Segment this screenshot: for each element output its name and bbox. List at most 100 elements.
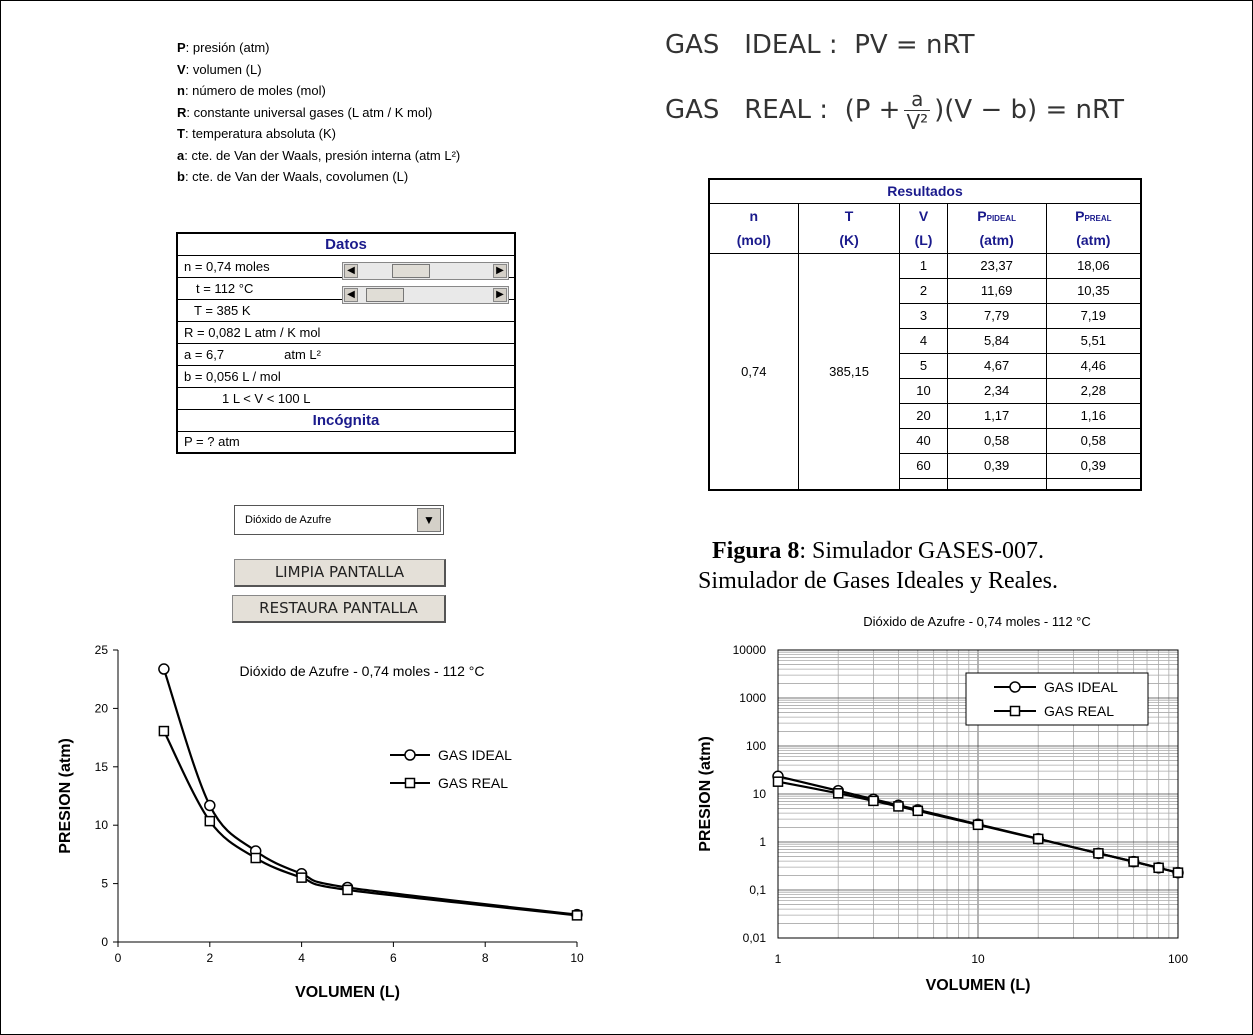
x-tick-label: 2 — [206, 951, 213, 965]
col-unit: (K) — [797, 228, 901, 254]
x-axis-label: VOLUMEN (L) — [295, 984, 400, 1001]
y-tick-label: 10 — [95, 818, 109, 832]
table-cell: 5,51 — [1045, 327, 1142, 354]
arrow-left-icon[interactable]: ◀ — [344, 264, 358, 278]
y-tick-label: 1000 — [739, 691, 766, 705]
data-point — [868, 795, 879, 807]
table-cell: 0,39 — [946, 452, 1047, 479]
table-cell: 10 — [899, 377, 948, 404]
data-point — [832, 788, 844, 799]
x-tick-label: 8 — [482, 951, 489, 965]
table-cell: 0,58 — [1045, 427, 1142, 454]
y-tick-label: 10 — [753, 787, 767, 801]
table-cell: 1,17 — [946, 402, 1047, 429]
y-tick-label: 15 — [95, 760, 109, 774]
variable-legend: P: presión (atm) V: volumen (L) n: númer… — [177, 37, 460, 188]
data-point — [1172, 867, 1184, 878]
chart-title: Dióxido de Azufre - 0,74 moles - 112 °C — [863, 614, 1091, 629]
data-point — [1128, 856, 1139, 867]
ideal-gas-formula: GAS IDEAL : PV = nRT — [665, 30, 975, 60]
table-cell: 18,06 — [1045, 252, 1142, 279]
col-header: T — [797, 202, 901, 228]
var-row: n: número de moles (mol) — [177, 83, 326, 98]
results-title: Resultados — [708, 178, 1142, 204]
var-row: T: temperatura absoluta (K) — [177, 126, 336, 141]
col-header: V — [899, 202, 948, 228]
var-row: P: presión (atm) — [177, 40, 270, 55]
arrow-right-icon[interactable]: ▶ — [493, 288, 507, 302]
data-point — [772, 776, 784, 787]
table-cell: 10,35 — [1045, 277, 1142, 304]
series-line — [162, 730, 578, 917]
legend-box — [965, 672, 1149, 726]
y-tick-label: 25 — [95, 643, 109, 657]
slider-thumb[interactable] — [365, 288, 404, 302]
real-gas-formula: GAS REAL : (P + a V²)(V − b) = nRT — [665, 87, 1125, 134]
arrow-left-icon[interactable]: ◀ — [344, 288, 358, 302]
legend-label: GAS REAL — [1044, 703, 1114, 719]
table-cell: 23,37 — [946, 252, 1047, 279]
data-point — [972, 819, 984, 831]
arrow-right-icon[interactable]: ▶ — [493, 264, 507, 278]
data-point — [158, 663, 170, 675]
table-row: 60 0,39 0,39 — [709, 452, 1142, 479]
x-tick-label: 100 — [1168, 952, 1188, 966]
table-cell: 7,79 — [946, 302, 1047, 329]
plot-area — [777, 649, 1179, 939]
table-cell: 0,58 — [946, 427, 1047, 454]
y-tick-label: 0,01 — [743, 931, 767, 945]
x-tick-label: 4 — [298, 951, 305, 965]
y-tick-label: 5 — [101, 877, 108, 891]
x-tick-label: 10 — [971, 952, 985, 966]
figure-caption: Figura 8: Simulador GASES-007. Simulador… — [698, 538, 1058, 594]
y-tick-label: 20 — [95, 701, 109, 715]
table-cell: 4 — [899, 327, 948, 354]
legend-marker — [404, 749, 416, 761]
var-row: b: cte. de Van der Waals, covolumen (L) — [177, 169, 409, 184]
table-cell: 4,46 — [1045, 352, 1142, 379]
b-value: b = 0,056 L / mol — [176, 364, 516, 388]
table-cell: 1 — [899, 252, 948, 279]
n-slider[interactable]: ◀ ▶ — [342, 262, 509, 280]
y-axis-label: PRESION (atm) — [697, 736, 714, 852]
col-header: PPIDEAL — [946, 202, 1047, 228]
restore-screen-button[interactable]: RESTAURA PANTALLA — [232, 595, 446, 623]
col-unit: (atm) — [1045, 228, 1142, 254]
x-axis-label: VOLUMEN (L) — [926, 977, 1031, 994]
a-value: a = 6,7 atm L² — [176, 342, 516, 366]
legend-marker — [1009, 681, 1021, 693]
table-cell: 60 — [899, 452, 948, 479]
R-value: R = 0,082 L atm / K mol — [176, 320, 516, 344]
table-cell: 20 — [899, 402, 948, 429]
y-tick-label: 0 — [101, 935, 108, 949]
y-tick-label: 10000 — [733, 643, 767, 657]
data-point — [1032, 833, 1044, 845]
table-row: 4 5,84 5,51 — [709, 327, 1142, 354]
table-cell: 5,84 — [946, 327, 1047, 354]
chart-title: Dióxido de Azufre - 0,74 moles - 112 °C — [239, 663, 484, 679]
data-point — [912, 805, 924, 817]
table-cell: 4,67 — [946, 352, 1047, 379]
table-cell: 11,69 — [946, 277, 1047, 304]
series-line — [162, 668, 578, 916]
chevron-down-icon[interactable]: ▼ — [417, 508, 441, 532]
clear-screen-button[interactable]: LIMPIA PANTALLA — [234, 559, 446, 587]
y-tick-label: 100 — [746, 739, 766, 753]
t-slider[interactable]: ◀ ▶ — [342, 286, 509, 304]
legend-label: GAS IDEAL — [438, 747, 512, 763]
x-tick-label: 0 — [115, 951, 122, 965]
data-point — [158, 725, 170, 737]
temperature-cell: 385,15 — [797, 252, 901, 490]
data-point — [296, 872, 307, 883]
table-row: 3 7,79 7,19 — [709, 302, 1142, 329]
x-tick-label: 6 — [390, 951, 397, 965]
gas-select[interactable]: Dióxido de Azufre ▼ — [234, 505, 444, 535]
table-cell: 2,34 — [946, 377, 1047, 404]
table-cell: 0,39 — [1045, 452, 1142, 479]
col-unit: (mol) — [708, 228, 799, 254]
table-row: 10 2,34 2,28 — [709, 377, 1142, 404]
data-point — [571, 910, 583, 921]
legend-label: GAS IDEAL — [1044, 679, 1118, 695]
table-row: 5 4,67 4,46 — [709, 352, 1142, 379]
slider-thumb[interactable] — [391, 264, 430, 278]
